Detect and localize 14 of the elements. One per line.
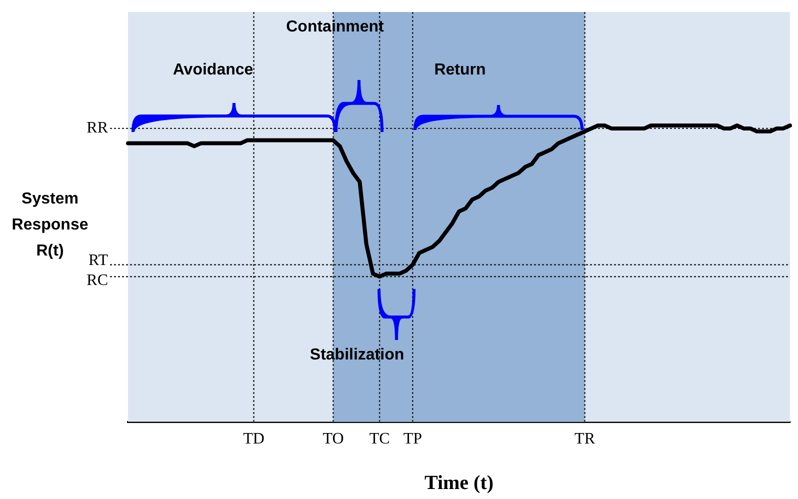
x-tick-label: TR xyxy=(574,430,596,448)
x-axis-title: Time (t) xyxy=(424,472,494,494)
x-tick-label: TP xyxy=(403,430,422,448)
ref-line-label: RR xyxy=(86,120,108,137)
x-tick-label: TC xyxy=(369,430,390,448)
text: Return xyxy=(434,61,486,78)
ref-line-label: RC xyxy=(86,272,108,289)
annotation: Stabilization xyxy=(310,346,404,364)
ref-line-label: RT xyxy=(88,252,108,269)
x-tick-label: TD xyxy=(243,430,264,448)
text: Containment xyxy=(286,18,385,36)
x-tick-label: TO xyxy=(322,430,344,448)
text: Avoidance xyxy=(172,61,254,78)
y-axis-title: System Response R(t) xyxy=(12,190,88,260)
